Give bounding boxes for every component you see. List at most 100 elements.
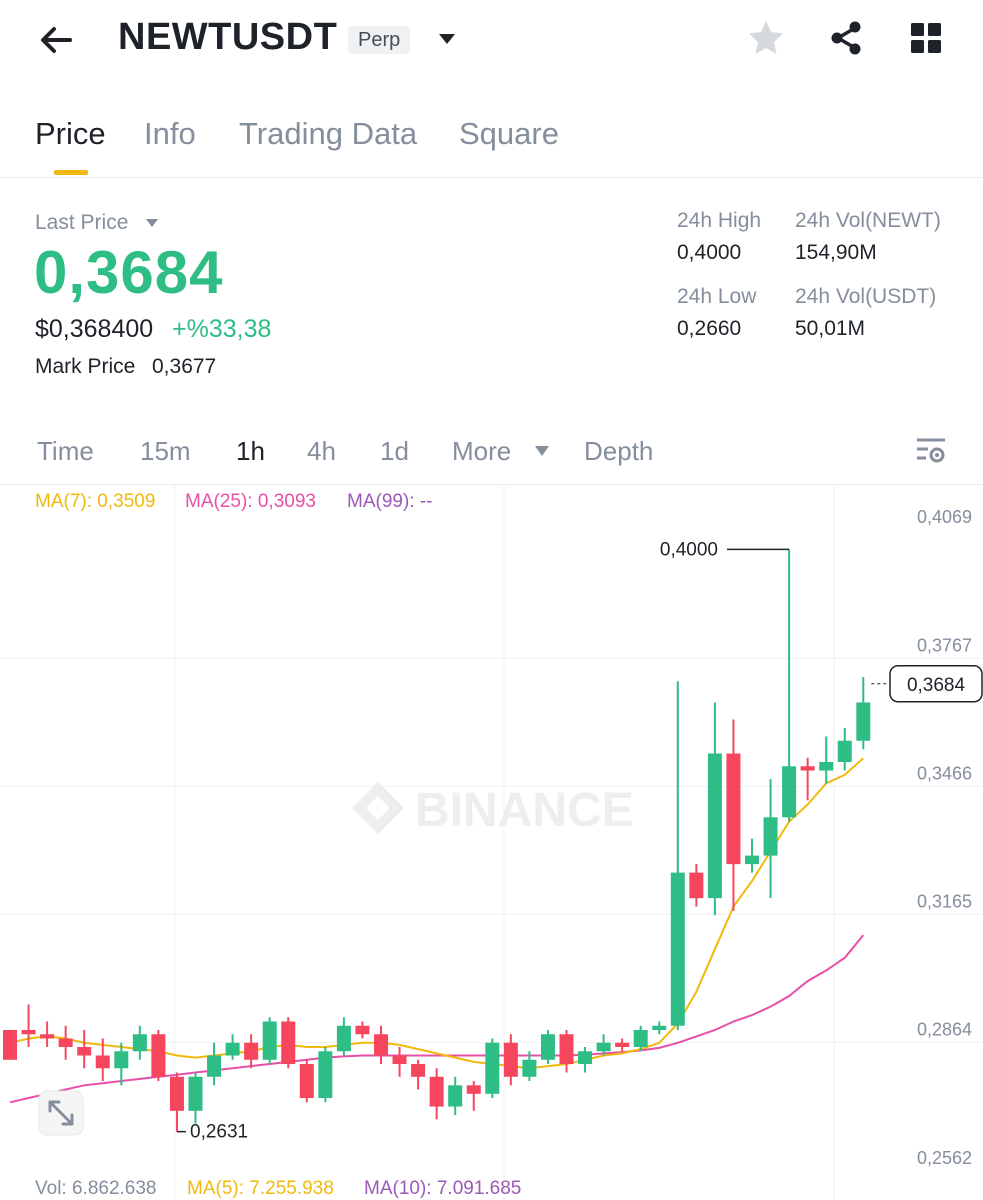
tab-square[interactable]: Square: [459, 116, 559, 151]
candle-body: [745, 855, 759, 865]
ma7-legend: MA(7): 0,3509: [35, 491, 156, 512]
candle-body: [114, 1051, 129, 1069]
vol-base-label: 24h Vol(NEWT): [795, 209, 941, 232]
candlestick-chart[interactable]: BINANCE 0,4069 0,3767 0,3466 0,3165 0,2864 0,…: [0, 485, 983, 1200]
candle-body: [615, 1042, 630, 1048]
candle-body: [707, 753, 722, 899]
price-change-percent: +%33,38: [172, 315, 272, 343]
candle-body: [169, 1076, 184, 1111]
candle-body: [448, 1085, 463, 1107]
back-arrow-icon[interactable]: [36, 20, 76, 60]
vol-ma10-legend: MA(10): 7.091.685: [364, 1178, 522, 1199]
candle-body: [633, 1029, 648, 1048]
usd-price: $0,368400: [35, 315, 154, 343]
candle-body: [262, 1021, 277, 1060]
candle-body: [318, 1051, 333, 1099]
share-icon[interactable]: [826, 18, 866, 58]
divider: [0, 484, 983, 485]
top-bar: NEWTUSDT Perp: [0, 0, 983, 80]
candle-body: [225, 1042, 240, 1056]
candle-body: [40, 1034, 55, 1039]
last-price-label[interactable]: Last Price: [35, 211, 129, 234]
interval-4h[interactable]: 4h: [307, 436, 336, 466]
candle-body: [800, 766, 815, 771]
candle-body: [856, 702, 871, 741]
candle-body: [726, 753, 741, 865]
chart-settings-icon[interactable]: [914, 434, 948, 468]
candle-body: [244, 1042, 259, 1060]
tab-info[interactable]: Info: [144, 116, 196, 151]
candle-body: [559, 1034, 574, 1065]
last-price-value: 0,3684: [34, 239, 224, 306]
candle-body: [336, 1025, 351, 1052]
vol-base-value: 154,90M: [795, 241, 877, 264]
candle-body: [188, 1076, 203, 1111]
candle-body: [763, 817, 778, 856]
high-marker-label: 0,4000: [660, 539, 718, 560]
volume-legend: Vol: 6.862.638: [35, 1178, 157, 1199]
current-price-tag: [889, 665, 983, 703]
candle-body: [596, 1042, 611, 1052]
vol-quote-label: 24h Vol(USDT): [795, 285, 937, 308]
candle-body: [503, 1042, 518, 1077]
candle-body: [151, 1034, 166, 1077]
caret-down-icon[interactable]: [437, 31, 457, 47]
candle-body: [21, 1029, 36, 1035]
low-24h-value: 0,2660: [677, 317, 742, 340]
y-axis-tick-label: 0,4069: [917, 507, 972, 527]
candle-body: [466, 1085, 481, 1094]
interval-1h[interactable]: 1h: [236, 436, 265, 466]
symbol-title[interactable]: NEWTUSDT: [118, 16, 338, 58]
candle-body: [670, 872, 685, 1026]
y-axis-tick-label: 0,3466: [917, 763, 972, 783]
candle-body: [652, 1025, 667, 1030]
candle-body: [3, 1029, 17, 1060]
active-tab-indicator: [54, 170, 88, 175]
caret-down-icon[interactable]: [534, 445, 550, 457]
vol-quote-value: 50,01M: [795, 317, 866, 340]
perp-badge: Perp: [348, 26, 411, 54]
candle-body: [429, 1076, 444, 1107]
candle-body: [58, 1038, 73, 1048]
grid-icon[interactable]: [908, 20, 944, 56]
high-24h-value: 0,4000: [677, 241, 742, 264]
mark-price-value: 0,3677: [152, 355, 217, 378]
high-24h-label: 24h High: [677, 209, 762, 232]
mark-price-label: Mark Price: [35, 355, 136, 378]
candle-body: [819, 762, 834, 771]
ma25-line: [9, 934, 865, 1104]
interval-depth[interactable]: Depth: [584, 436, 654, 466]
ma25-legend: MA(25): 0,3093: [185, 491, 316, 512]
candle-body: [207, 1055, 222, 1077]
main-tabs: Price Info Trading Data Square: [0, 100, 983, 178]
tab-trading-data[interactable]: Trading Data: [239, 116, 418, 151]
ma99-legend: MA(99): --: [347, 491, 433, 512]
candle-body: [837, 740, 852, 763]
binance-logo-icon: [352, 782, 404, 834]
candle-body: [540, 1034, 555, 1060]
candle-body: [782, 766, 797, 818]
expand-chart-icon[interactable]: [38, 1090, 84, 1136]
candle-body: [578, 1051, 593, 1065]
interval-15m[interactable]: 15m: [140, 436, 191, 466]
candle-body: [392, 1055, 407, 1065]
current-price-label: 0,3684: [907, 675, 966, 696]
star-icon[interactable]: [746, 18, 786, 58]
y-axis-tick-label: 0,2562: [917, 1148, 972, 1168]
candle-body: [77, 1047, 92, 1056]
tab-price[interactable]: Price: [35, 116, 106, 151]
vol-ma5-legend: MA(5): 7.255.938: [187, 1178, 334, 1199]
candle-body: [689, 872, 704, 899]
candle-body: [355, 1025, 370, 1035]
candle-body: [299, 1064, 314, 1099]
y-axis-tick-label: 0,3165: [917, 892, 972, 912]
candle-body: [485, 1042, 500, 1094]
low-24h-label: 24h Low: [677, 285, 757, 308]
caret-down-icon[interactable]: [145, 218, 159, 228]
interval-time[interactable]: Time: [37, 436, 94, 466]
interval-more[interactable]: More: [452, 436, 512, 466]
interval-1d[interactable]: 1d: [380, 436, 409, 466]
candle-body: [374, 1034, 388, 1056]
binance-watermark: BINANCE: [352, 782, 634, 837]
low-marker-label: 0,2631: [190, 1122, 248, 1143]
